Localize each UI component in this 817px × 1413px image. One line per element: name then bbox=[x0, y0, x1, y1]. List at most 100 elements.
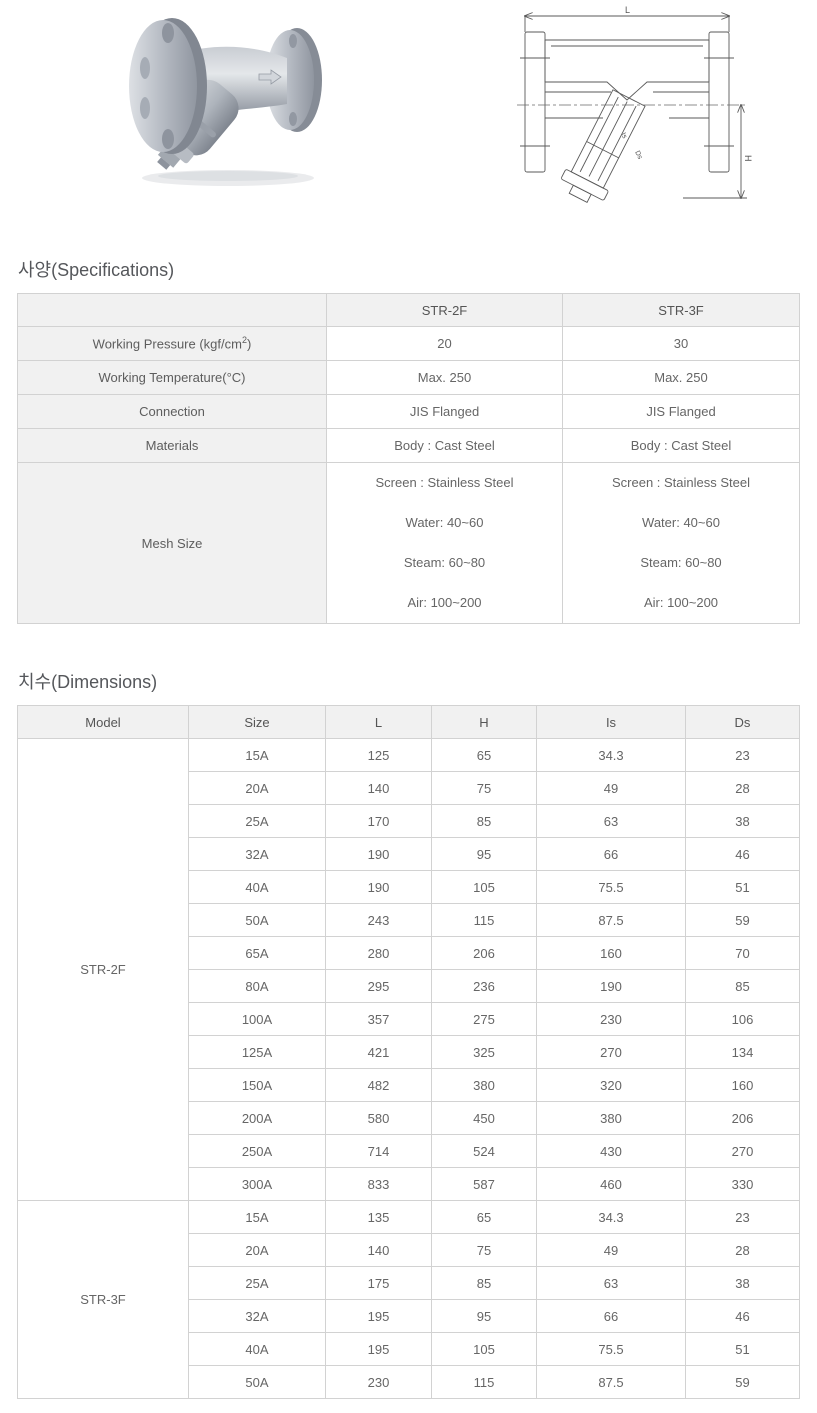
dims-value-cell: 134 bbox=[685, 1035, 800, 1069]
table-row: 25A 170 85 63 38 bbox=[18, 804, 800, 838]
dims-value-cell: 59 bbox=[685, 1365, 800, 1399]
drawing-screen-dia-label: Ds bbox=[633, 150, 643, 161]
dims-value-cell: 63 bbox=[536, 804, 686, 838]
dims-value-cell: 230 bbox=[536, 1002, 686, 1036]
dims-value-cell: 75.5 bbox=[536, 1332, 686, 1366]
table-row: 50A 230 115 87.5 59 bbox=[18, 1365, 800, 1399]
dims-value-cell: 65 bbox=[431, 738, 537, 772]
spec-row: Mesh Size Screen : Stainless Steel Water: … bbox=[17, 462, 800, 624]
table-row: STR-2F 15A 125 65 34.3 23 bbox=[17, 738, 800, 1201]
dims-value-cell: 206 bbox=[431, 936, 537, 970]
table-row: STR-3F 15A 135 65 34.3 23 bbox=[17, 1200, 800, 1399]
dims-header-model: Model bbox=[17, 705, 189, 739]
spec-value-cell: Screen : Stainless Steel Water: 40~60 Stea… bbox=[326, 462, 563, 624]
model-cell: STR-2F bbox=[17, 738, 189, 1201]
table-row: 25A 175 85 63 38 bbox=[18, 1266, 800, 1300]
dimensions-table: Model Size L H Is Ds STR-2F 15A 125 65 34.3 2… bbox=[17, 705, 800, 1399]
dims-value-cell: 270 bbox=[536, 1035, 686, 1069]
table-row: 250A 714 524 430 270 bbox=[18, 1134, 800, 1168]
dims-value-cell: 28 bbox=[685, 771, 800, 805]
dims-value-cell: 25A bbox=[188, 1266, 326, 1300]
spec-value-line: Screen : Stainless Steel bbox=[375, 475, 514, 490]
dims-value-cell: 175 bbox=[325, 1266, 432, 1300]
dims-value-cell: 236 bbox=[431, 969, 537, 1003]
dims-value-cell: 75.5 bbox=[536, 870, 686, 904]
spec-table-body: Working Pressure (kgf/cm2) 20 30 Working Te… bbox=[17, 326, 800, 624]
dims-value-cell: 70 bbox=[685, 936, 800, 970]
dims-value-cell: 160 bbox=[536, 936, 686, 970]
dims-value-cell: 482 bbox=[325, 1068, 432, 1102]
dims-value-cell: 580 bbox=[325, 1101, 432, 1135]
dims-value-cell: 49 bbox=[536, 1233, 686, 1267]
drawing-screen-length-label: Is bbox=[619, 132, 628, 140]
dims-header-h: H bbox=[431, 705, 537, 739]
dims-value-cell: 106 bbox=[685, 1002, 800, 1036]
dims-value-cell: 524 bbox=[431, 1134, 537, 1168]
dims-value-cell: 430 bbox=[536, 1134, 686, 1168]
dims-value-cell: 421 bbox=[325, 1035, 432, 1069]
dims-value-cell: 85 bbox=[431, 1266, 537, 1300]
spec-row-label: Working Temperature(°C) bbox=[17, 360, 327, 395]
dims-value-cell: 85 bbox=[685, 969, 800, 1003]
dims-value-cell: 75 bbox=[431, 771, 537, 805]
spec-value-line: Steam: 60~80 bbox=[403, 555, 486, 570]
dims-value-cell: 325 bbox=[431, 1035, 537, 1069]
spec-row-label: Materials bbox=[17, 428, 327, 463]
table-row: 50A 243 115 87.5 59 bbox=[18, 903, 800, 937]
dims-value-cell: 190 bbox=[536, 969, 686, 1003]
dims-value-cell: 87.5 bbox=[536, 903, 686, 937]
spec-row: Working Pressure (kgf/cm2) 20 30 bbox=[17, 326, 800, 361]
dims-value-cell: 50A bbox=[188, 1365, 326, 1399]
dims-value-cell: 34.3 bbox=[536, 1200, 686, 1234]
spec-row: Working Temperature(°C) Max. 250 Max. 250 bbox=[17, 360, 800, 395]
spec-label-superscript: 2 bbox=[241, 335, 247, 346]
table-row: 20A 140 75 49 28 bbox=[18, 1233, 800, 1267]
dims-value-cell: 300A bbox=[188, 1167, 326, 1201]
spec-value-line: Screen : Stainless Steel bbox=[611, 475, 751, 490]
dims-value-cell: 28 bbox=[685, 1233, 800, 1267]
specifications-table: STR-2F STR-3F Working Pressure (kgf/cm2)… bbox=[17, 293, 800, 624]
dims-value-cell: 100A bbox=[188, 1002, 326, 1036]
spec-row-label: Working Pressure (kgf/cm2) bbox=[17, 326, 327, 361]
dims-value-cell: 87.5 bbox=[536, 1365, 686, 1399]
dims-value-cell: 195 bbox=[325, 1332, 432, 1366]
dims-value-cell: 380 bbox=[536, 1101, 686, 1135]
dims-value-cell: 275 bbox=[431, 1002, 537, 1036]
dimensions-section: 치수(Dimensions) Model Size L H Is Ds STR-… bbox=[17, 668, 800, 1399]
dims-value-cell: 20A bbox=[188, 1233, 326, 1267]
dims-value-cell: 65 bbox=[431, 1200, 537, 1234]
dims-value-cell: 200A bbox=[188, 1101, 326, 1135]
dims-value-cell: 270 bbox=[685, 1134, 800, 1168]
table-row: 20A 140 75 49 28 bbox=[18, 771, 800, 805]
dims-value-cell: 15A bbox=[188, 1200, 326, 1234]
dims-value-cell: 50A bbox=[188, 903, 326, 937]
table-row: 32A 190 95 66 46 bbox=[18, 837, 800, 871]
dims-value-cell: 38 bbox=[685, 1266, 800, 1300]
spec-value-line: Steam: 60~80 bbox=[640, 555, 722, 570]
dims-value-cell: 32A bbox=[188, 1299, 326, 1333]
dims-value-cell: 833 bbox=[325, 1167, 432, 1201]
dims-value-cell: 357 bbox=[325, 1002, 432, 1036]
spec-value-cell: JIS Flanged bbox=[562, 394, 800, 429]
dims-value-cell: 140 bbox=[325, 1233, 432, 1267]
drawing-length-label: L bbox=[625, 6, 630, 15]
dims-value-cell: 195 bbox=[325, 1299, 432, 1333]
dims-value-cell: 115 bbox=[431, 1365, 537, 1399]
dims-value-cell: 49 bbox=[536, 771, 686, 805]
dims-value-cell: 125 bbox=[325, 738, 432, 772]
dims-value-cell: 80A bbox=[188, 969, 326, 1003]
y-strainer-drawing: L H Is Ds bbox=[515, 5, 753, 218]
dims-table-body: STR-2F 15A 125 65 34.3 23 20A 140 75 49 28 25A 170 85… bbox=[17, 738, 800, 1399]
dims-value-cell: 23 bbox=[685, 1200, 800, 1234]
spec-value-cell: Body : Cast Steel bbox=[562, 428, 800, 463]
spec-value-cell: 30 bbox=[562, 326, 800, 361]
dims-header-is: Is bbox=[536, 705, 686, 739]
model-cell: STR-3F bbox=[17, 1200, 189, 1399]
dims-value-cell: 587 bbox=[431, 1167, 537, 1201]
table-row: 80A 295 236 190 85 bbox=[18, 969, 800, 1003]
spec-value-cell: Screen : Stainless Steel Water: 40~60 Stea… bbox=[562, 462, 800, 624]
dims-value-cell: 34.3 bbox=[536, 738, 686, 772]
dims-value-cell: 46 bbox=[685, 1299, 800, 1333]
dims-value-cell: 190 bbox=[325, 837, 432, 871]
dims-value-cell: 59 bbox=[685, 903, 800, 937]
